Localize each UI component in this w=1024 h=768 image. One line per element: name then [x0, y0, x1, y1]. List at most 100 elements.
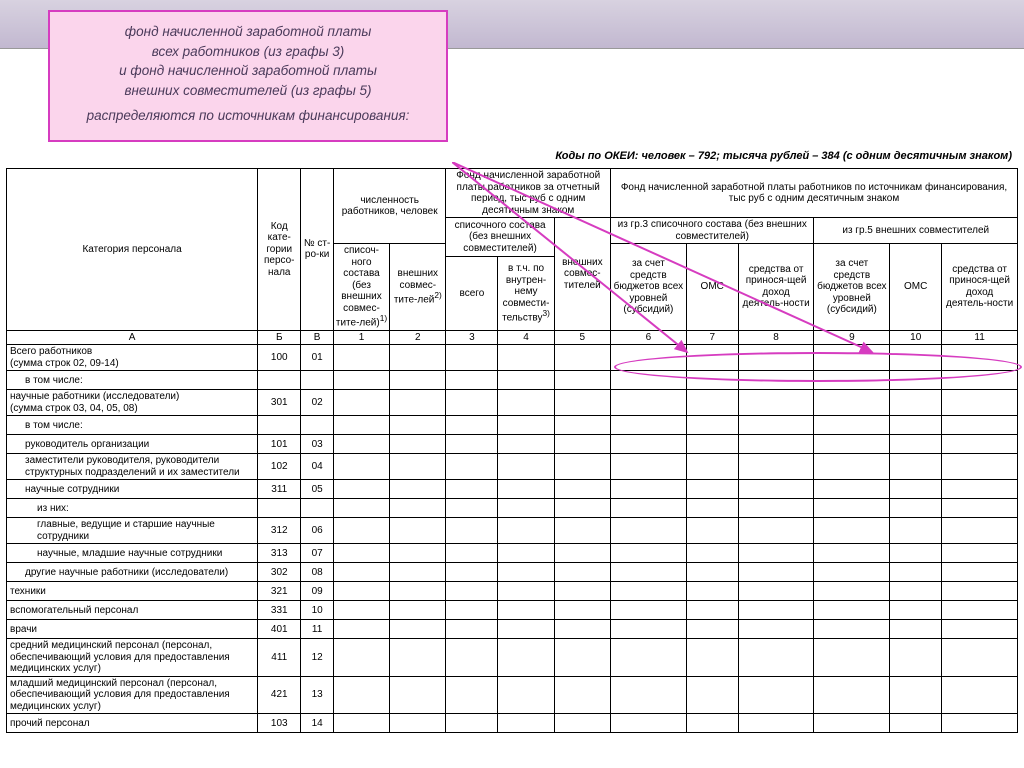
- data-cell: [942, 390, 1018, 416]
- data-cell: [390, 714, 446, 733]
- data-cell: [554, 435, 610, 454]
- data-cell: [498, 714, 554, 733]
- hdr-code: Код кате-гории персо-нала: [258, 169, 301, 331]
- data-cell: [498, 582, 554, 601]
- hdr-count-list: списоч-ного состава (без внешних совмес-…: [333, 244, 389, 331]
- hdr-src-budget: за счет средств бюджетов всех уровней (с…: [814, 244, 890, 331]
- data-cell: [446, 345, 498, 371]
- data-cell: [390, 435, 446, 454]
- table-row: научные работники (исследователи)(сумма …: [7, 390, 1018, 416]
- table-row: научные, младшие научные сотрудники31307: [7, 544, 1018, 563]
- payroll-table-wrap: Категория персонала Код кате-гории персо…: [6, 168, 1018, 733]
- table-row: младший медицинский персонал (персонал, …: [7, 676, 1018, 714]
- callout-line: всех работников (из графы 3): [64, 42, 432, 62]
- data-cell: [942, 371, 1018, 390]
- col-num: 2: [390, 330, 446, 345]
- data-cell: [738, 563, 814, 582]
- data-cell: [686, 371, 738, 390]
- col-num: 7: [686, 330, 738, 345]
- data-cell: [610, 518, 686, 544]
- row-label: руководитель организации: [7, 435, 258, 454]
- data-cell: [738, 676, 814, 714]
- row-label: техники: [7, 582, 258, 601]
- data-cell: [498, 676, 554, 714]
- data-cell: [942, 639, 1018, 677]
- data-cell: [390, 639, 446, 677]
- data-cell: [890, 371, 942, 390]
- row-num: 01: [301, 345, 333, 371]
- data-cell: [738, 620, 814, 639]
- data-cell: [498, 601, 554, 620]
- data-cell: [890, 544, 942, 563]
- data-cell: [390, 345, 446, 371]
- row-code: 101: [258, 435, 301, 454]
- data-cell: [333, 390, 389, 416]
- col-letter: А: [7, 330, 258, 345]
- data-cell: [738, 639, 814, 677]
- table-row: вспомогательный персонал33110: [7, 601, 1018, 620]
- data-cell: [890, 480, 942, 499]
- data-cell: [686, 499, 738, 518]
- data-cell: [814, 518, 890, 544]
- data-cell: [942, 714, 1018, 733]
- data-cell: [333, 371, 389, 390]
- data-cell: [686, 390, 738, 416]
- data-cell: [610, 601, 686, 620]
- payroll-table: Категория персонала Код кате-гории персо…: [6, 168, 1018, 733]
- data-cell: [814, 435, 890, 454]
- data-cell: [890, 390, 942, 416]
- data-cell: [890, 499, 942, 518]
- data-cell: [738, 601, 814, 620]
- row-code: 100: [258, 345, 301, 371]
- data-cell: [554, 714, 610, 733]
- table-body: Всего работников(сумма строк 02, 09-14)1…: [7, 345, 1018, 733]
- data-cell: [610, 345, 686, 371]
- row-num: 06: [301, 518, 333, 544]
- data-cell: [686, 620, 738, 639]
- callout-line: распределяются по источникам финансирова…: [64, 106, 432, 126]
- row-num: 13: [301, 676, 333, 714]
- data-cell: [890, 416, 942, 435]
- data-cell: [390, 582, 446, 601]
- data-cell: [610, 390, 686, 416]
- data-cell: [498, 518, 554, 544]
- data-cell: [333, 582, 389, 601]
- table-header: Категория персонала Код кате-гории персо…: [7, 169, 1018, 345]
- data-cell: [610, 544, 686, 563]
- row-label: научные, младшие научные сотрудники: [7, 544, 258, 563]
- data-cell: [333, 499, 389, 518]
- data-cell: [814, 345, 890, 371]
- data-cell: [814, 620, 890, 639]
- data-cell: [446, 390, 498, 416]
- hdr-sources: Фонд начисленной заработной платы работн…: [610, 169, 1017, 218]
- data-cell: [390, 601, 446, 620]
- data-cell: [890, 620, 942, 639]
- col-num: 6: [610, 330, 686, 345]
- data-cell: [333, 518, 389, 544]
- row-code: 421: [258, 676, 301, 714]
- data-cell: [554, 620, 610, 639]
- data-cell: [390, 454, 446, 480]
- data-cell: [738, 714, 814, 733]
- row-num: 04: [301, 454, 333, 480]
- row-label: младший медицинский персонал (персонал, …: [7, 676, 258, 714]
- data-cell: [890, 601, 942, 620]
- data-cell: [686, 435, 738, 454]
- row-label: средний медицинский персонал (персонал, …: [7, 639, 258, 677]
- data-cell: [686, 345, 738, 371]
- table-row: Всего работников(сумма строк 02, 09-14)1…: [7, 345, 1018, 371]
- row-label: Всего работников(сумма строк 02, 09-14): [7, 345, 258, 371]
- data-cell: [814, 390, 890, 416]
- row-num: [301, 371, 333, 390]
- data-cell: [610, 499, 686, 518]
- col-num: 8: [738, 330, 814, 345]
- col-letter: В: [301, 330, 333, 345]
- data-cell: [333, 714, 389, 733]
- row-label: другие научные работники (исследователи): [7, 563, 258, 582]
- data-cell: [814, 639, 890, 677]
- data-cell: [686, 601, 738, 620]
- hdr-src-g1: из гр.3 списочного состава (без внешних …: [610, 218, 813, 244]
- data-cell: [942, 454, 1018, 480]
- data-cell: [390, 390, 446, 416]
- data-cell: [942, 601, 1018, 620]
